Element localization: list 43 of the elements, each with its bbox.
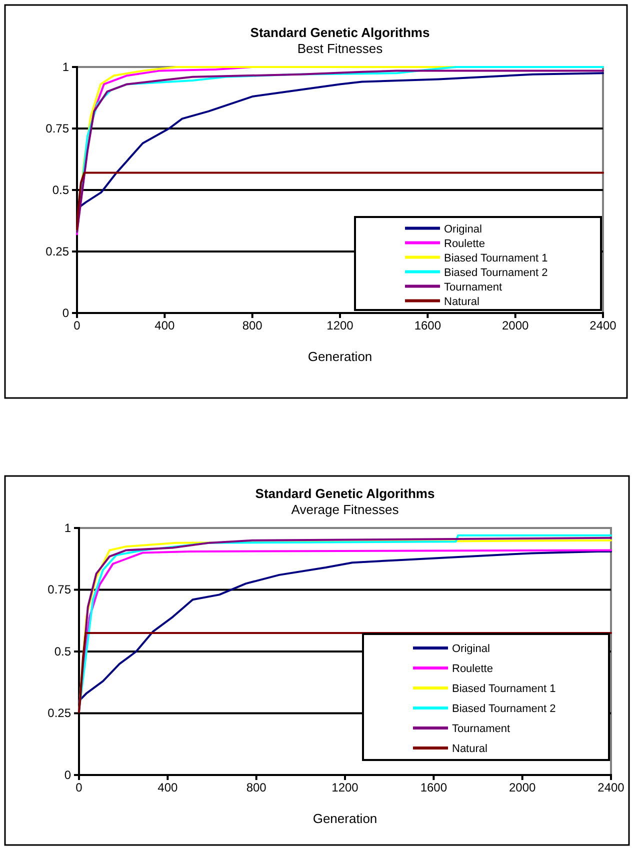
x-tick-label: 2000 (502, 318, 530, 333)
legend-label: Biased Tournament 1 (452, 683, 556, 695)
y-tick-label: 0.5 (52, 182, 70, 197)
line-series (78, 632, 612, 714)
y-tick-label: 0 (64, 768, 72, 782)
y-tick-label: 0.5 (54, 644, 72, 658)
chart-title: Standard Genetic Algorithms (250, 25, 430, 40)
x-tick-label: 1600 (414, 318, 442, 333)
y-tick-label: 1 (64, 520, 72, 535)
x-tick-label: 1200 (326, 318, 354, 333)
legend-label: Roulette (444, 238, 485, 250)
legend-label: Original (452, 643, 490, 655)
x-tick-label: 800 (242, 318, 263, 333)
x-tick-label: 2400 (598, 780, 625, 795)
x-tick-label: 1600 (420, 780, 448, 795)
legend-label: Biased Tournament 2 (444, 266, 548, 279)
x-tick-label: 0 (74, 318, 81, 333)
y-tick-label: 0.75 (46, 121, 70, 136)
y-tick-label: 1 (62, 60, 70, 74)
x-tick-label: 400 (158, 780, 178, 795)
y-tick-label: 0.25 (48, 706, 72, 720)
x-axis-title: Generation (308, 349, 372, 364)
legend-label: Natural (452, 743, 488, 755)
x-tick-label: 400 (154, 318, 175, 333)
legend-label: Original (444, 223, 482, 236)
x-axis-title: Generation (312, 811, 378, 826)
y-tick-label: 0.75 (48, 582, 72, 597)
x-tick-label: 0 (76, 780, 83, 795)
x-tick-label: 2400 (590, 318, 617, 333)
legend-label: Natural (444, 296, 480, 308)
y-tick-label: 0.25 (46, 244, 70, 258)
x-tick-label: 2000 (508, 780, 536, 795)
y-tick-label: 0 (62, 306, 70, 320)
x-tick-label: 800 (246, 780, 267, 795)
legend-label: Tournament (452, 723, 510, 735)
chart-title: Standard Genetic Algorithms (255, 486, 435, 501)
legend-label: Biased Tournament 2 (452, 703, 556, 715)
legend-label: Biased Tournament 1 (444, 252, 548, 264)
legend-label: Roulette (452, 663, 493, 675)
chart-subtitle: Best Fitnesses (297, 41, 384, 56)
legend-label: Tournament (444, 281, 502, 294)
chart-subtitle: Average Fitnesses (291, 502, 400, 517)
x-tick-label: 1200 (332, 780, 359, 795)
